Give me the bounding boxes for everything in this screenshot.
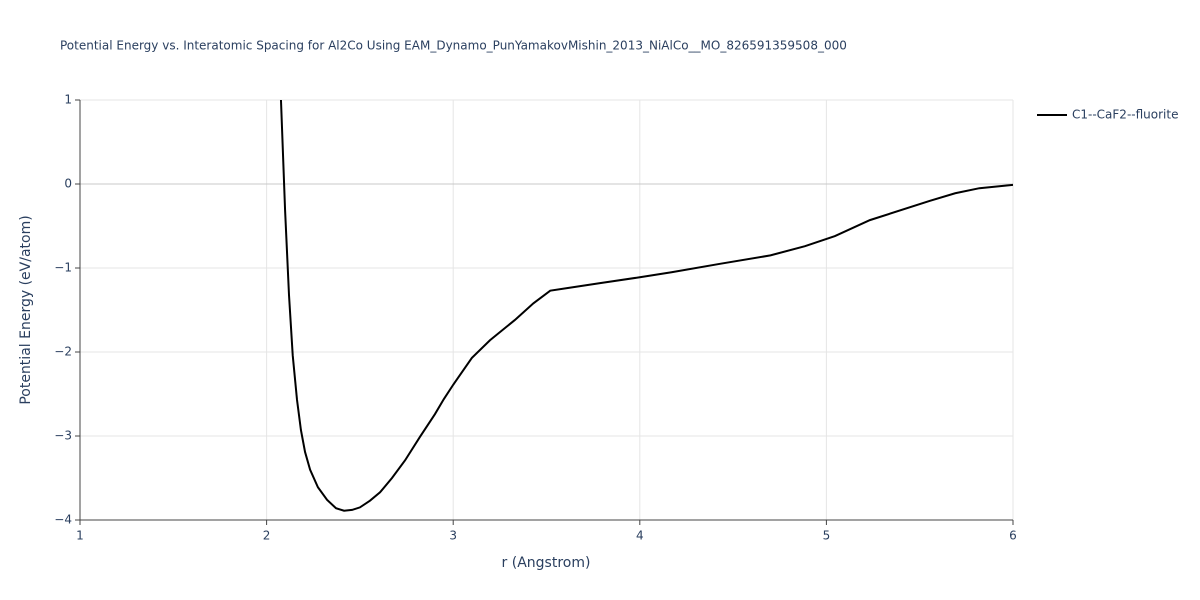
y-tick-label: −1 (54, 261, 72, 275)
y-axis-label: Potential Energy (eV/atom) (18, 215, 34, 404)
x-tick-label: 5 (823, 529, 831, 543)
x-tick-label: 2 (263, 529, 271, 543)
x-tick-label: 6 (1009, 529, 1017, 543)
x-axis-label: r (Angstrom) (502, 555, 591, 571)
y-tick-label: −3 (54, 429, 72, 443)
data-line (279, 100, 1013, 512)
y-tick-label: −2 (54, 345, 72, 359)
chart-title: Potential Energy vs. Interatomic Spacing… (60, 39, 847, 53)
x-tick-label: 3 (449, 529, 457, 543)
y-tick-label: 1 (64, 93, 72, 107)
y-tick-label: 0 (64, 177, 72, 191)
legend-label: C1--CaF2--fluorite (1072, 108, 1178, 122)
y-tick-label: −4 (54, 513, 72, 527)
x-tick-label: 1 (76, 529, 84, 543)
x-tick-label: 4 (636, 529, 644, 543)
